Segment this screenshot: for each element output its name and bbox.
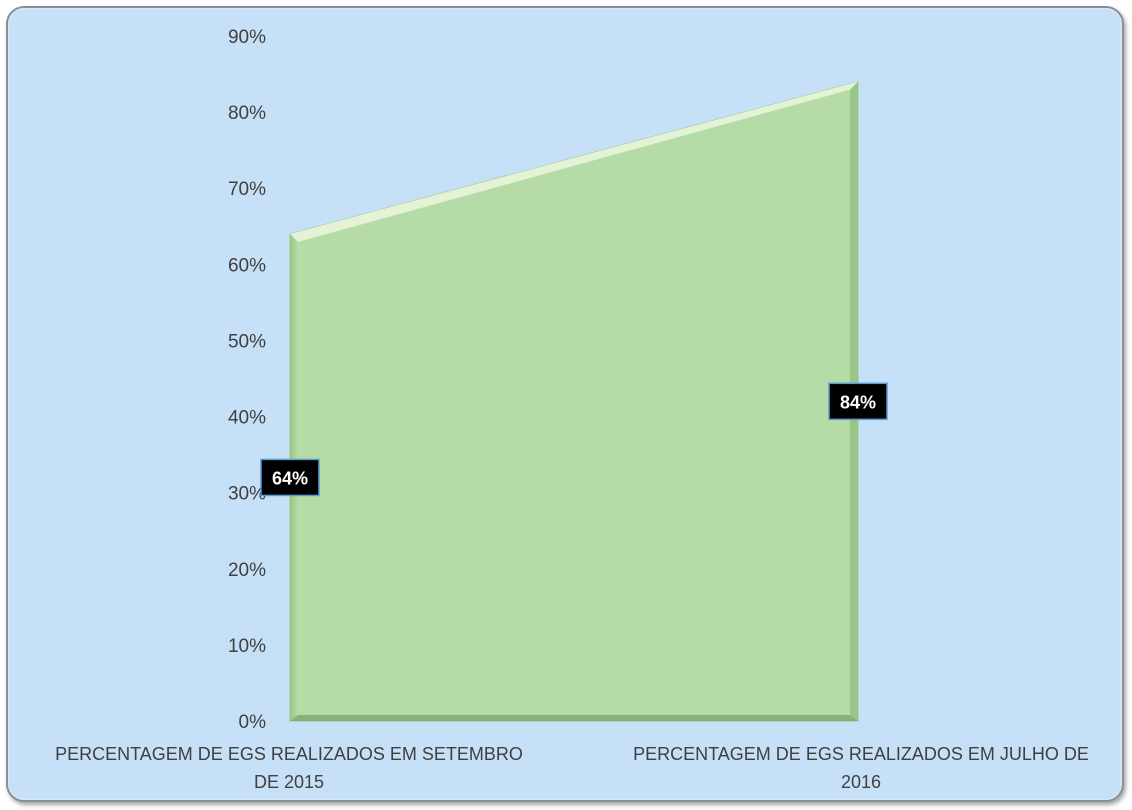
y-tick-label: 20%	[228, 560, 266, 581]
area-top-bevel	[290, 81, 858, 242]
y-tick-label: 60%	[228, 255, 266, 276]
y-tick-label: 30%	[228, 484, 266, 505]
area-bottom-bevel	[290, 715, 858, 721]
y-tick-label: 90%	[228, 27, 266, 48]
data-label-box	[260, 458, 320, 497]
y-tick-label: 70%	[228, 179, 266, 200]
y-tick-label: 50%	[228, 331, 266, 352]
data-label: 84%	[840, 392, 876, 412]
x-category-label: PERCENTAGEM DE EGS REALIZADOS EM SETEMBR…	[55, 744, 523, 764]
data-label: 64%	[272, 468, 308, 488]
x-category-label: PERCENTAGEM DE EGS REALIZADOS EM JULHO D…	[633, 744, 1089, 764]
area-series	[289, 81, 859, 722]
x-category-label: 2016	[841, 772, 881, 792]
y-tick-label: 80%	[228, 103, 266, 124]
data-label-box	[828, 382, 888, 421]
y-tick-label: 0%	[239, 712, 267, 733]
y-tick-label: 40%	[228, 408, 266, 429]
x-category-label: DE 2015	[254, 772, 324, 792]
y-tick-label: 10%	[228, 636, 266, 657]
